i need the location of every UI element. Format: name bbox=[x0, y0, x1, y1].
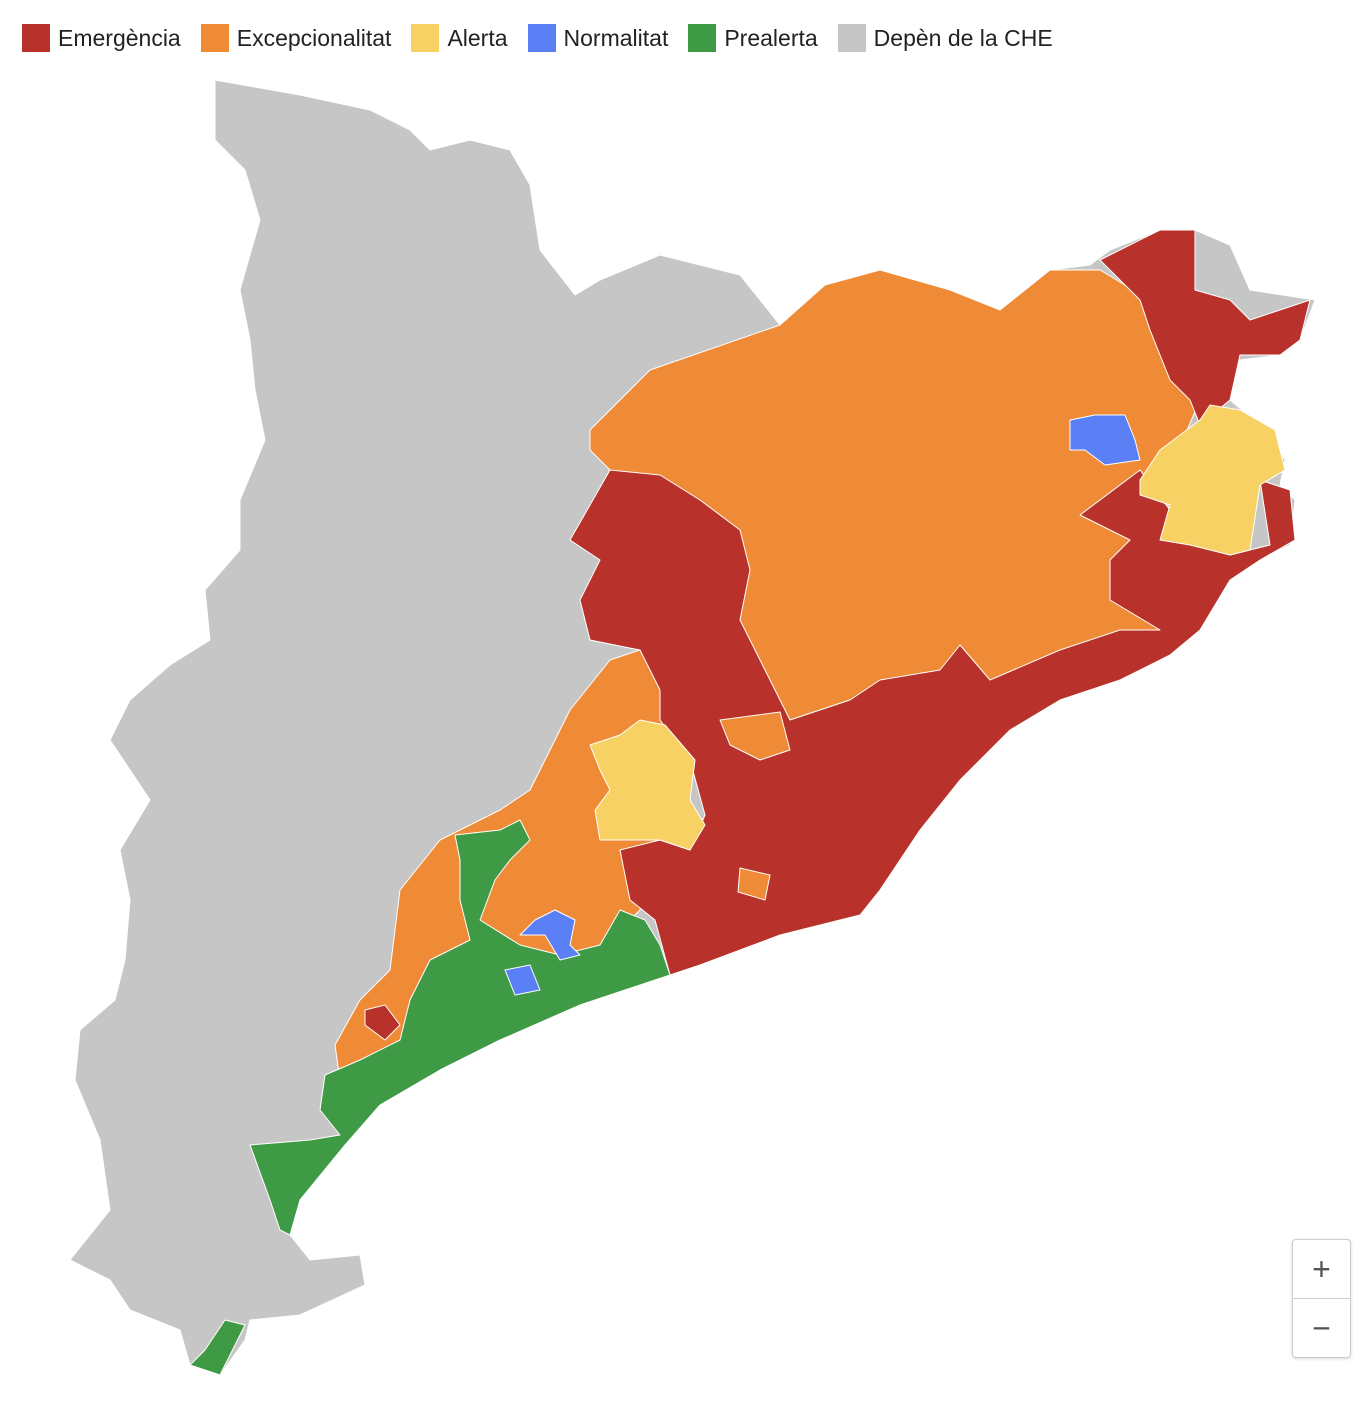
legend-swatch bbox=[688, 24, 717, 52]
region-normalitat bbox=[519, 909, 581, 961]
legend-swatch bbox=[200, 24, 229, 52]
legend-item: Depèn de la CHE bbox=[837, 24, 1053, 52]
zoom-control: + − bbox=[1292, 1239, 1351, 1358]
legend-label: Emergència bbox=[58, 24, 181, 51]
legend-item: Alerta bbox=[411, 24, 508, 52]
region-prealerta bbox=[249, 819, 671, 1236]
legend-swatch bbox=[527, 24, 556, 52]
region-alerta bbox=[1139, 404, 1286, 556]
region-alerta bbox=[589, 719, 706, 851]
legend-swatch bbox=[22, 24, 50, 52]
zoom-in[interactable]: + bbox=[1312, 1250, 1331, 1287]
region-normalitat bbox=[504, 964, 541, 996]
legend-label: Prealerta bbox=[724, 24, 818, 51]
zoom-out[interactable]: − bbox=[1293, 1298, 1350, 1357]
legend-label: Alerta bbox=[447, 24, 508, 51]
legend-label: Depèn de la CHE bbox=[873, 24, 1053, 51]
region-emergencia bbox=[364, 1004, 401, 1041]
legend-label: Excepcionalitat bbox=[236, 24, 392, 51]
region-excepcionalitat bbox=[737, 867, 771, 901]
legend-item: Excepcionalitat bbox=[200, 24, 392, 52]
region-emergencia bbox=[569, 469, 1296, 976]
region-emergencia bbox=[1099, 229, 1311, 426]
legend: Emergència Excepcionalitat Alerta Normalita… bbox=[22, 24, 1053, 52]
legend-swatch bbox=[837, 24, 866, 52]
legend-item: Prealerta bbox=[688, 24, 818, 52]
region-prealerta bbox=[189, 1319, 246, 1376]
legend-item: Emergència bbox=[22, 24, 181, 52]
region-excepcionalitat bbox=[719, 711, 791, 761]
legend-label: Normalitat bbox=[563, 24, 669, 51]
region-normalitat bbox=[1069, 414, 1141, 466]
legend-item: Normalitat bbox=[527, 24, 669, 52]
legend-swatch bbox=[411, 24, 440, 52]
